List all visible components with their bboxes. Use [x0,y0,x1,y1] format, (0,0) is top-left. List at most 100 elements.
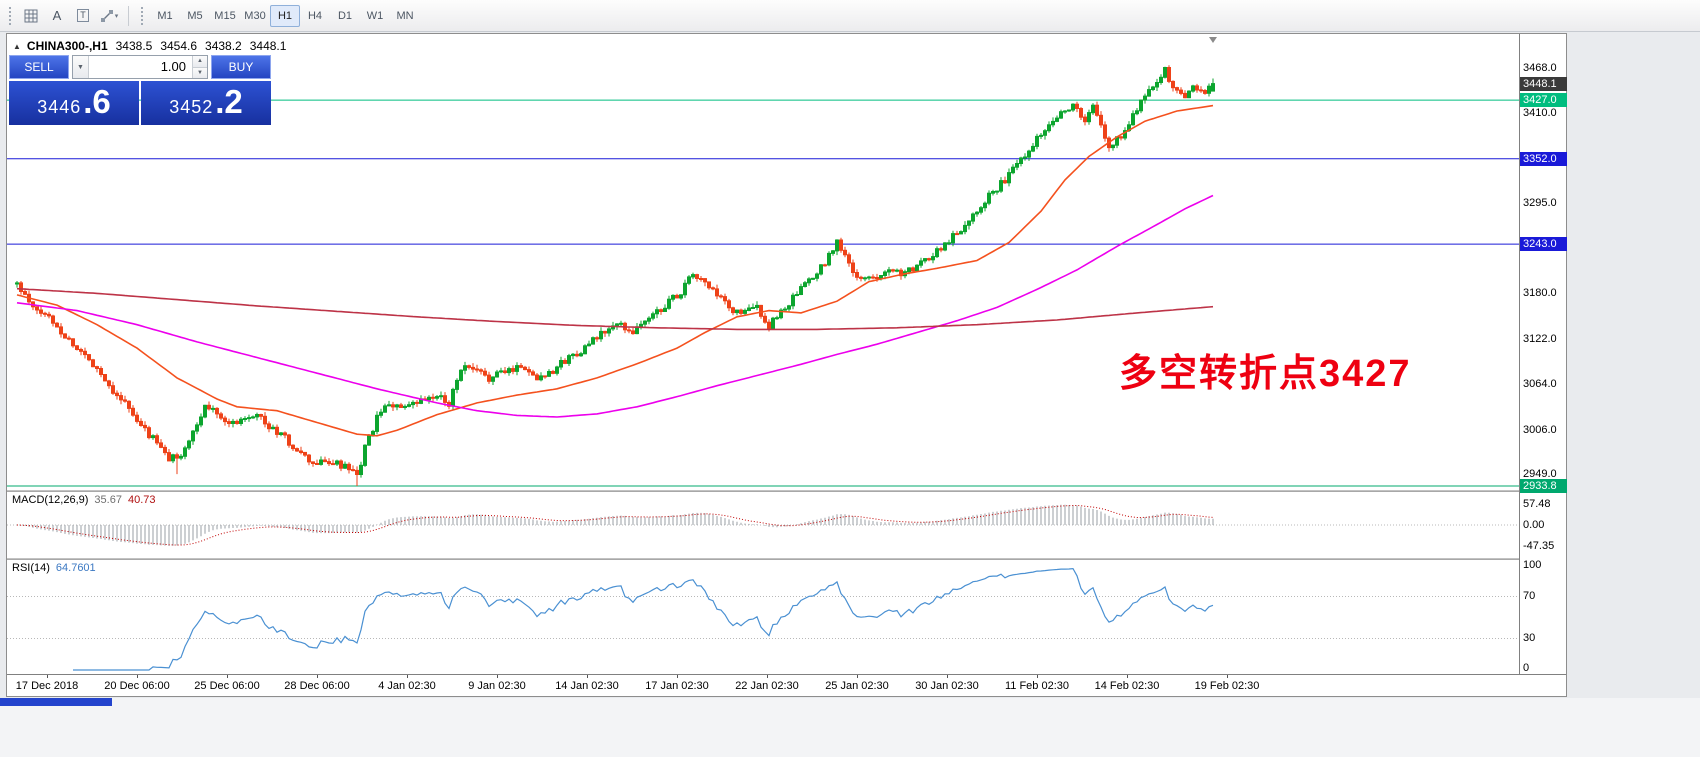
chart-shift-marker[interactable] [1209,37,1217,43]
rsi-axis-tick: 70 [1523,590,1536,602]
bid-price-main: 3446 [37,97,82,117]
buy-button[interactable]: BUY [211,55,271,79]
text-label-icon[interactable]: T [70,4,96,28]
macd-name: MACD(12,26,9) [12,494,89,506]
shapes-dropdown[interactable]: ▾ [96,4,122,28]
volume-input[interactable]: 1.00 [160,59,186,74]
toolbar-separator [128,5,129,26]
timeframe-button-d1[interactable]: D1 [337,9,353,22]
shapes-icon [100,9,113,22]
time-axis[interactable]: 17 Dec 2018 20 Dec 06:00 25 Dec 06:00 28 De… [7,674,1566,695]
timeframe-button-h4[interactable]: H4 [307,9,323,22]
ma-fast-line[interactable] [16,104,1214,437]
ask-price-display[interactable]: 3452 .2 [141,81,271,125]
bid-price-display[interactable]: 3446 .6 [9,81,139,125]
volume-dropdown-icon[interactable]: ▼ [73,56,89,78]
time-tick-label: 25 Jan 02:30 [825,680,889,692]
time-tick-label: 14 Feb 02:30 [1094,680,1160,692]
timeframe-button-m30[interactable]: M30 [244,9,266,22]
macd-label: MACD(12,26,9) 35.67 40.73 [12,494,155,506]
timeframe-button-m15[interactable]: M15 [214,9,236,22]
chevron-down-icon: ▾ [114,12,119,20]
time-tick-mark [857,675,858,678]
time-tick-mark [677,675,678,678]
macd-axis-tick: 57.48 [1523,498,1551,510]
rsi-axis-tick: 100 [1523,559,1542,571]
time-tick-label: 28 Dec 06:00 [284,680,350,692]
price-badge-3427.0[interactable]: 3427.0 [1520,93,1567,107]
time-tick-mark [227,675,228,678]
timeframe-button-m1[interactable]: M1 [157,9,173,22]
pane-splitter[interactable] [7,490,1519,492]
time-tick-label: 30 Jan 02:30 [915,680,979,692]
time-tick-label: 11 Feb 02:30 [1004,680,1070,692]
pane-splitter-2[interactable] [7,558,1519,560]
time-tick-label: 17 Jan 02:30 [645,680,709,692]
time-tick-mark [1037,675,1038,678]
symbol-timeframe-label: CHINA300-,H1 [26,39,108,53]
price-tick: 3468.0 [1523,62,1557,74]
horizontal-level-lines[interactable] [7,99,1519,487]
toolbar: A T ▾ M1 M5 M15 M30 H1 H4 D1 W1 MN [0,0,1700,32]
chart-title: ▲ CHINA300-,H1 3438.5 3454.6 3438.2 3448… [13,39,286,53]
price-badge-2933.8[interactable]: 2933.8 [1520,479,1567,493]
time-tick-label: 25 Dec 06:00 [194,680,260,692]
rsi-axis-tick: 30 [1523,632,1536,644]
ohlc-close: 3448.1 [249,39,287,53]
ohlc-high: 3454.6 [160,39,198,53]
time-tick-mark [947,675,948,678]
timeframe-button-m5[interactable]: M5 [187,9,203,22]
time-tick-label: 14 Jan 02:30 [555,680,619,692]
ma-mid-line[interactable] [16,194,1214,418]
chart-annotation-text[interactable]: 多空转折点3427 [1119,353,1412,395]
one-click-panel-toggle-icon[interactable]: ▲ [13,41,21,51]
time-tick-mark [317,675,318,678]
text-label-glyph: T [77,9,89,22]
grid-icon[interactable] [18,4,44,28]
time-tick-mark [407,675,408,678]
time-tick-label: 9 Jan 02:30 [468,680,526,692]
rsi-value: 64.7601 [55,562,96,574]
time-tick-label: 4 Jan 02:30 [378,680,436,692]
time-tick-mark [137,675,138,678]
toolbar-grip[interactable] [8,5,13,26]
timeframe-button-mn[interactable]: MN [396,9,414,22]
sell-button[interactable]: SELL [9,55,69,79]
price-axis[interactable]: 3468.0 3410.0 3295.0 3180.0 3122.0 3064.0 3006… [1519,34,1567,674]
price-badge-3352.0[interactable]: 3352.0 [1520,152,1567,166]
macd-main-value: 35.67 [94,494,122,506]
ma-slow-line[interactable] [16,287,1214,331]
price-tick: 3064.0 [1523,378,1557,390]
price-badge-3243.0[interactable]: 3243.0 [1520,237,1567,251]
price-tick: 3180.0 [1523,287,1557,299]
price-tick: 3295.0 [1523,197,1557,209]
timeframe-button-w1[interactable]: W1 [366,9,384,22]
toolbar-grip-2[interactable] [140,5,145,26]
volume-field: ▼ 1.00 ▲ ▼ [72,55,208,79]
text-annotation-icon[interactable]: A [52,8,62,23]
time-tick-mark [767,675,768,678]
price-tick: 3006.0 [1523,424,1557,436]
timeframe-button-h1[interactable]: H1 [270,4,300,27]
rsi-line [73,567,1214,671]
rsi-indicator-pane[interactable] [7,560,1519,674]
ohlc-low: 3438.2 [205,39,242,53]
plot-area[interactable]: ▲ CHINA300-,H1 3438.5 3454.6 3438.2 3448… [7,34,1519,696]
candlestick-series [15,65,1215,486]
price-tick: 2949.0 [1523,468,1557,480]
ohlc-open: 3438.5 [115,39,153,53]
rsi-axis-tick: 0 [1523,662,1530,674]
workspace-gutter [1569,33,1700,757]
volume-step-down-icon[interactable]: ▼ [193,67,207,78]
time-tick-mark [1127,675,1128,678]
chart-window: ▲ CHINA300-,H1 3438.5 3454.6 3438.2 3448… [6,33,1567,697]
time-tick-mark [47,675,48,678]
time-tick-label: 22 Jan 02:30 [735,680,799,692]
price-badge-3448.1: 3448.1 [1520,77,1567,91]
volume-step-up-icon[interactable]: ▲ [193,56,207,68]
grid-icon-glyph [24,9,38,22]
time-tick-mark [497,675,498,678]
macd-axis-tick: 0.00 [1523,519,1545,531]
chart-tab[interactable] [0,698,112,706]
macd-indicator-pane[interactable] [7,492,1519,558]
